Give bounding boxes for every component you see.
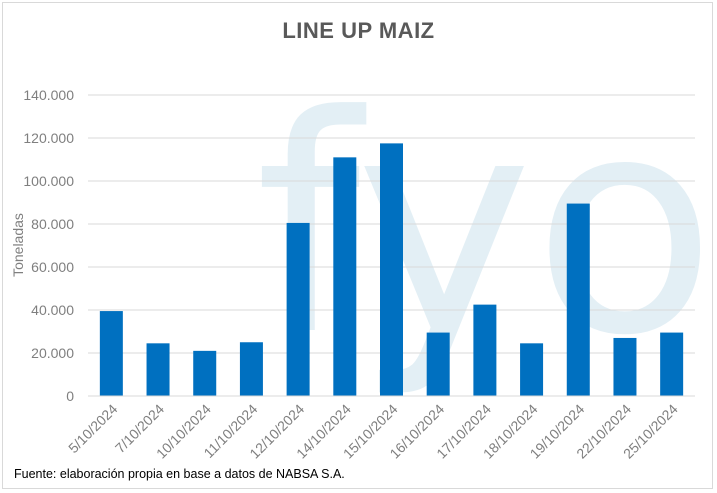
y-tick-label: 120.000 [23,130,74,146]
bar [566,203,590,396]
bar [146,343,170,396]
bar [613,337,637,396]
y-tick-label: 20.000 [31,345,74,361]
bar [380,143,403,396]
bar [239,342,263,396]
source-note: Fuente: elaboración propia en base a dat… [14,467,345,481]
chart-title: LINE UP MAIZ [282,18,435,43]
bar [99,311,123,396]
chart-frame [2,2,713,489]
y-tick-label: 100.000 [23,173,74,189]
y-axis-label: Toneladas [10,213,26,277]
y-tick-label: 80.000 [31,216,74,232]
x-tick-label: 5/10/2024 [65,401,121,457]
bar [193,350,217,396]
bar [473,304,497,396]
bar [520,343,544,396]
y-tick-label: 140.000 [23,87,74,103]
y-tick-label: 0 [66,388,74,404]
y-tick-label: 40.000 [31,302,74,318]
bar [660,332,684,396]
y-tick-label: 60.000 [31,259,74,275]
bar [333,157,357,396]
bar [426,332,450,396]
bar [286,222,310,396]
